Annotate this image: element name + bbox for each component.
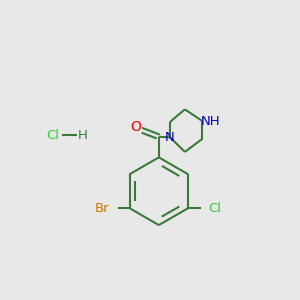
Text: H: H [77,129,87,142]
Text: Cl: Cl [208,202,221,215]
Text: Br: Br [95,202,110,215]
Text: Cl: Cl [46,129,59,142]
Text: N: N [165,131,175,144]
Text: NH: NH [201,115,220,128]
Text: O: O [130,120,141,134]
